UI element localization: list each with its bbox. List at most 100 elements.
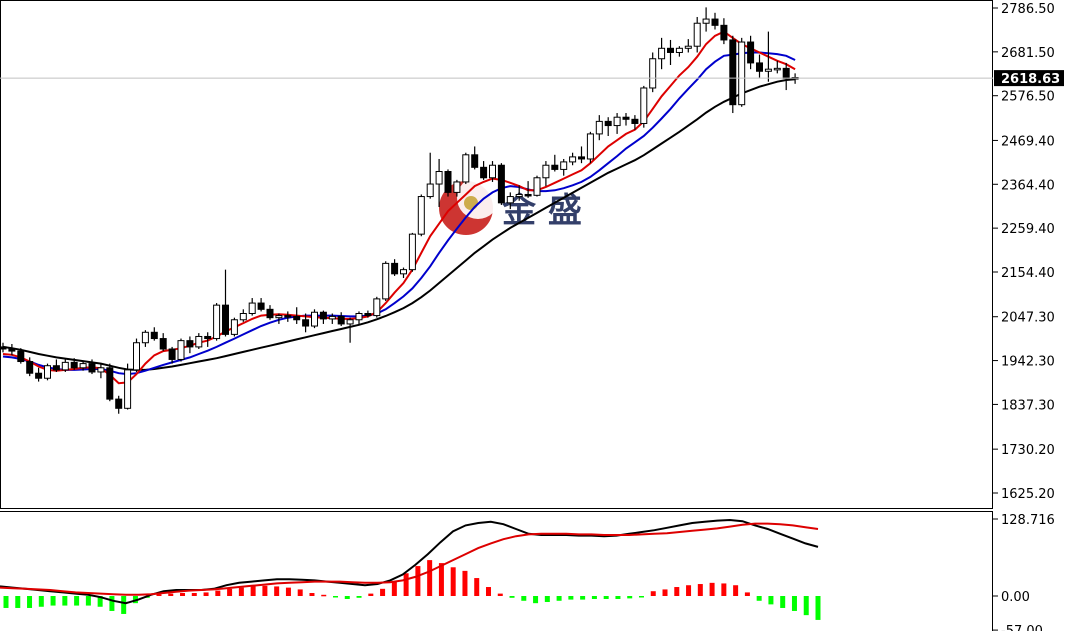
candle-body-down — [364, 313, 372, 317]
histogram-bar-positive — [156, 594, 162, 596]
candle-body-up — [275, 315, 283, 319]
candle-body-up — [542, 164, 550, 179]
candle — [311, 309, 318, 329]
histogram-bar-positive — [485, 587, 491, 596]
candle-body-up — [658, 47, 666, 60]
indicator-tick-label: -57.00 — [1001, 624, 1043, 631]
candle — [302, 313, 310, 333]
histogram-bar-positive — [168, 593, 174, 596]
current-price-label: 2618.63 — [1001, 72, 1060, 87]
candle-body-up — [569, 156, 577, 163]
histogram-bar-positive — [380, 588, 386, 596]
histogram-bar-positive — [450, 567, 456, 596]
candle — [293, 307, 301, 324]
candle-body-down — [782, 67, 790, 79]
logo-gold-ball — [464, 196, 478, 210]
histogram-bar-positive — [733, 585, 739, 596]
histogram-bar-negative — [803, 596, 809, 616]
current-price-tag — [994, 70, 1064, 87]
candle-body-up — [417, 196, 425, 235]
candle — [88, 359, 96, 375]
candle — [159, 333, 167, 352]
candle — [52, 359, 60, 372]
candle-body-down — [622, 116, 630, 120]
histogram-bar-negative — [556, 596, 562, 601]
candle-body-up — [195, 335, 203, 348]
candle — [168, 346, 176, 364]
candle-body-up — [382, 262, 390, 300]
candle-body-down — [293, 315, 301, 321]
candle-body-up — [400, 269, 407, 275]
candle — [480, 161, 488, 180]
candle-body-down — [17, 350, 25, 363]
candle-body-down — [302, 319, 310, 327]
candle-body-up — [44, 365, 51, 379]
candle — [640, 85, 648, 128]
histogram-bar-negative — [603, 596, 609, 599]
histogram-bar-negative — [533, 596, 539, 604]
histogram-bar-positive — [662, 589, 668, 596]
candle-body-down — [0, 346, 7, 350]
candle — [0, 342, 7, 353]
candle-body-down — [480, 166, 488, 179]
candle-body-up — [239, 313, 247, 321]
histogram-bar-negative — [521, 596, 527, 601]
candle-body-up — [773, 67, 781, 71]
candle — [213, 303, 221, 341]
histogram-bar-negative — [580, 596, 586, 600]
histogram-bar-negative — [780, 596, 786, 608]
candle-body-up — [738, 41, 746, 106]
histogram-bar-positive — [403, 573, 409, 596]
candle-body-up — [213, 304, 221, 340]
candle — [346, 317, 354, 343]
candle — [79, 361, 87, 371]
candle-body-up — [61, 361, 69, 371]
candle — [239, 309, 247, 322]
candle — [435, 158, 443, 208]
histogram-bar-positive — [650, 591, 656, 596]
candle-body-up — [328, 315, 336, 320]
ma-fast-line — [2, 30, 796, 385]
candle — [195, 333, 203, 349]
histogram-bar-negative — [333, 596, 339, 598]
candle-body-down — [284, 315, 292, 318]
candle — [115, 395, 123, 414]
histogram-bar-positive — [321, 594, 327, 597]
indicator-lines — [0, 518, 819, 605]
histogram-bar-negative — [568, 596, 574, 600]
histogram-bar-negative — [3, 596, 9, 608]
candle — [631, 115, 639, 130]
histogram-bar-positive — [744, 592, 750, 596]
candle — [773, 60, 781, 74]
candle-body-up — [133, 342, 140, 371]
candle-body-down — [186, 340, 194, 348]
candle — [26, 357, 34, 377]
candle — [604, 117, 612, 137]
candle-body-down — [667, 47, 674, 53]
y-tick-label: 2154.40 — [1001, 266, 1055, 281]
candle-body-down — [26, 361, 34, 374]
candle-body-down — [159, 338, 167, 350]
candle-body-down — [88, 363, 96, 373]
candle — [257, 298, 265, 312]
candle — [453, 179, 461, 197]
candle-body-down — [204, 335, 212, 340]
candle-body-down — [337, 315, 345, 325]
main-panel-frame — [0, 0, 993, 509]
candle — [747, 35, 755, 70]
histogram-bar-positive — [227, 588, 233, 596]
candle-body-down — [720, 24, 728, 41]
candle-body-down — [756, 62, 763, 72]
candle — [489, 161, 496, 182]
candle-body-up — [79, 363, 87, 369]
candle — [533, 175, 541, 197]
candle-body-up — [435, 171, 443, 185]
histogram-bar-positive — [674, 587, 680, 596]
candle — [400, 267, 407, 279]
candle-body-down — [168, 348, 176, 360]
candle — [426, 152, 434, 199]
candle-body-down — [631, 118, 639, 124]
ma-slow-line — [2, 78, 796, 371]
candle-body-down — [35, 372, 43, 379]
candle-body-down — [524, 193, 532, 197]
